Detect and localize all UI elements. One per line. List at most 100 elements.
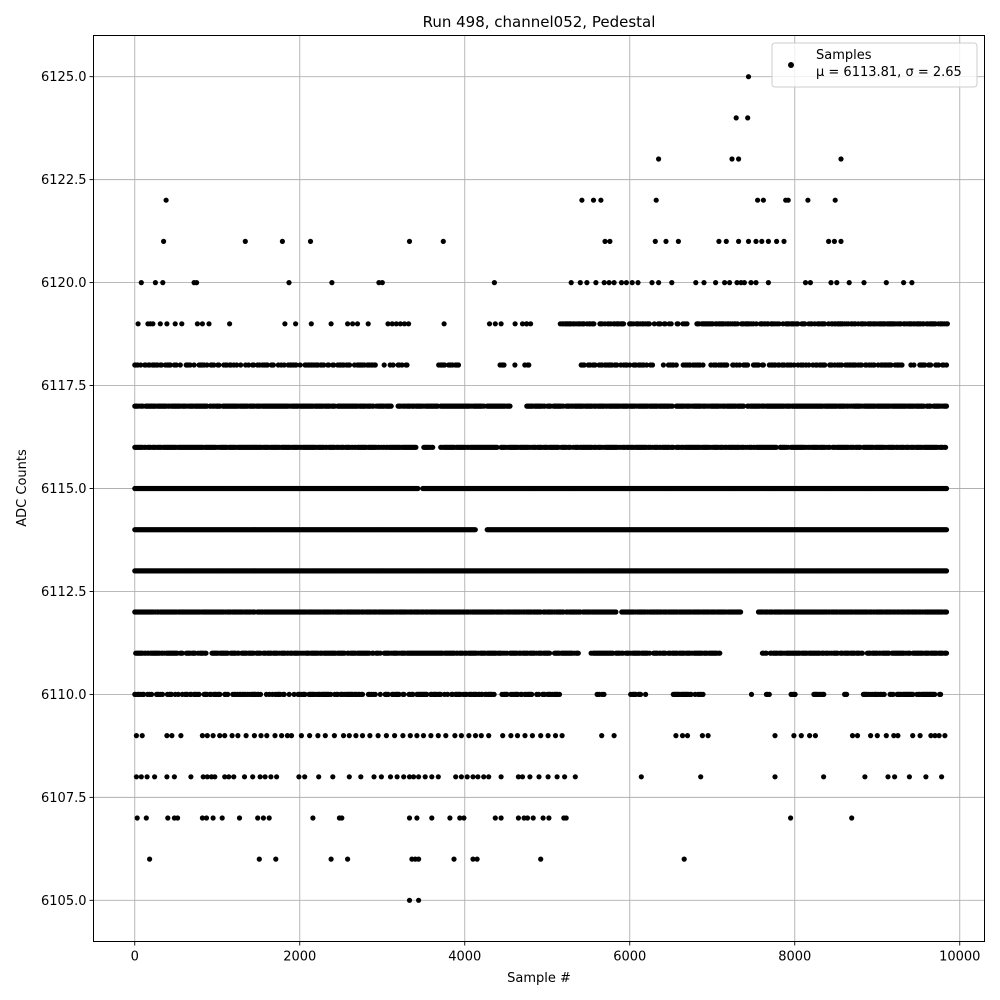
data-point xyxy=(753,280,759,286)
data-point xyxy=(227,321,233,327)
data-point xyxy=(430,444,436,450)
data-point xyxy=(838,238,844,244)
data-point xyxy=(445,691,451,698)
data-point xyxy=(613,609,619,615)
data-point xyxy=(599,733,605,739)
data-point xyxy=(383,733,389,739)
data-point xyxy=(377,691,383,698)
data-point xyxy=(579,197,585,203)
data-point xyxy=(144,774,150,780)
data-point xyxy=(235,733,241,739)
data-point xyxy=(406,815,413,821)
data-point xyxy=(798,733,804,739)
data-point xyxy=(367,733,373,739)
data-point xyxy=(393,321,399,327)
data-point xyxy=(411,774,417,780)
data-point xyxy=(909,280,915,286)
data-point xyxy=(906,774,913,780)
data-point xyxy=(385,321,391,327)
data-point xyxy=(266,815,272,821)
data-point xyxy=(429,815,435,821)
data-point xyxy=(593,280,599,286)
data-point xyxy=(727,280,733,286)
data-point xyxy=(943,485,950,492)
data-point xyxy=(279,733,285,739)
data-point xyxy=(766,691,772,698)
data-point xyxy=(414,733,420,739)
data-point xyxy=(188,774,194,780)
data-point xyxy=(330,774,336,780)
data-point xyxy=(540,815,546,821)
data-point xyxy=(738,609,744,615)
data-point xyxy=(559,733,565,739)
data-point xyxy=(774,238,780,244)
data-point xyxy=(759,238,765,244)
data-point xyxy=(601,691,607,698)
data-point xyxy=(415,485,421,492)
data-point xyxy=(406,238,413,244)
data-point xyxy=(492,321,498,327)
data-point xyxy=(452,733,458,739)
data-point xyxy=(522,733,528,739)
data-point xyxy=(255,815,261,821)
data-point xyxy=(172,321,178,327)
data-point xyxy=(169,733,175,739)
data-point xyxy=(164,774,170,780)
data-point xyxy=(723,238,729,244)
data-point xyxy=(577,280,583,286)
data-point xyxy=(693,280,699,286)
data-point xyxy=(821,774,827,780)
data-point xyxy=(302,691,308,698)
data-point xyxy=(273,856,279,862)
data-point xyxy=(257,691,264,698)
data-point xyxy=(519,774,526,780)
data-point xyxy=(298,733,304,739)
data-point xyxy=(159,691,166,698)
data-point xyxy=(396,691,402,698)
data-point xyxy=(435,774,441,780)
data-point xyxy=(936,733,942,739)
data-point xyxy=(741,280,748,286)
data-point xyxy=(414,815,420,821)
data-point xyxy=(345,856,351,862)
data-point xyxy=(203,650,209,656)
data-point xyxy=(765,238,772,244)
data-point xyxy=(475,774,481,780)
data-point xyxy=(133,774,139,780)
data-point xyxy=(601,280,607,286)
data-point xyxy=(157,321,163,327)
data-point xyxy=(805,197,811,203)
data-point xyxy=(365,321,371,327)
data-point xyxy=(268,774,274,780)
data-point xyxy=(675,238,682,244)
data-point xyxy=(705,733,711,739)
data-point xyxy=(164,733,170,739)
data-point xyxy=(538,856,544,862)
data-point xyxy=(834,280,840,286)
data-point xyxy=(753,238,759,244)
data-point xyxy=(371,774,377,780)
data-point xyxy=(242,238,248,244)
data-point xyxy=(204,733,210,739)
data-point xyxy=(401,691,407,698)
data-point xyxy=(138,280,144,286)
data-point xyxy=(572,774,578,780)
data-point xyxy=(308,321,314,327)
data-point xyxy=(700,691,706,698)
data-point xyxy=(302,774,308,780)
data-point xyxy=(656,280,662,286)
data-point xyxy=(917,733,923,739)
data-point xyxy=(358,774,364,780)
data-point xyxy=(486,774,492,780)
data-point xyxy=(256,856,262,862)
data-point xyxy=(447,815,453,821)
data-point xyxy=(943,568,950,574)
data-point xyxy=(524,815,531,821)
data-point xyxy=(458,774,464,780)
data-point xyxy=(891,733,897,739)
data-point xyxy=(443,733,449,739)
data-point xyxy=(653,197,659,203)
data-point xyxy=(397,321,403,327)
data-point xyxy=(892,774,898,780)
data-point xyxy=(763,650,770,656)
